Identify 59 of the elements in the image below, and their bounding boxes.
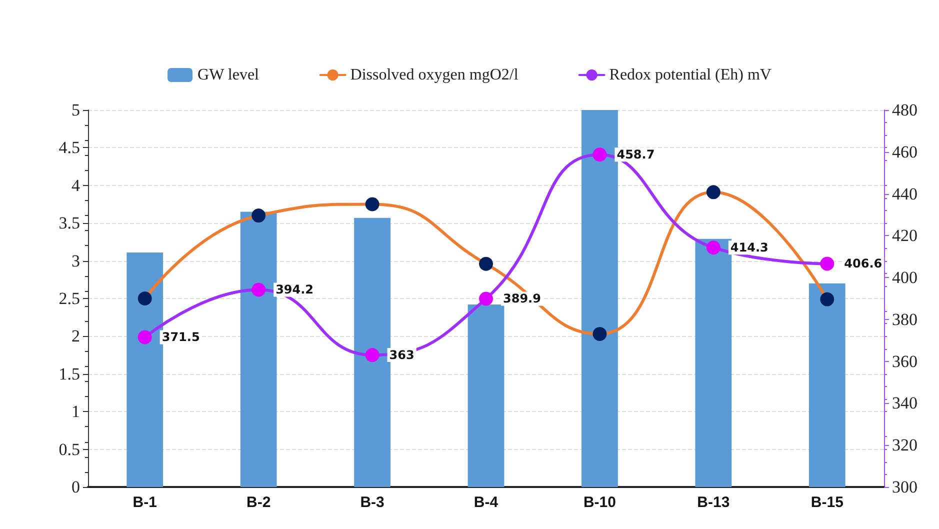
bar <box>808 283 846 487</box>
point <box>706 185 720 200</box>
point <box>592 326 607 341</box>
x-tick-label: B-15 <box>810 494 844 511</box>
y-tick-label: 0 <box>72 478 80 496</box>
point <box>479 256 493 271</box>
y2-tick-label: 320 <box>892 436 918 455</box>
data-label: 371.5 <box>162 330 200 344</box>
point <box>252 282 266 297</box>
x-tick-label: B-13 <box>697 494 730 511</box>
legend-label: Redox potential (Eh) mV <box>609 66 772 84</box>
x-tick-label: B-1 <box>132 494 157 511</box>
x-tick-label: B-2 <box>246 494 271 511</box>
point <box>592 148 607 162</box>
y-tick-label: 1.5 <box>58 364 80 384</box>
data-label: 414.3 <box>730 240 768 255</box>
x-tick-label: B-3 <box>360 494 384 511</box>
bar <box>240 212 277 487</box>
legend-label: Dissolved oxygen mgO2/l <box>350 66 519 84</box>
point <box>252 208 266 223</box>
x-tick-label: B-10 <box>583 494 616 511</box>
point <box>820 256 834 271</box>
y-tick-label: 2 <box>72 326 80 346</box>
y2-tick-label: 340 <box>892 394 918 413</box>
y-tick-label: 1 <box>72 402 80 422</box>
y-tick-label: 4 <box>72 176 80 195</box>
y2-tick-label: 480 <box>892 100 918 120</box>
bar <box>354 218 390 487</box>
y2-tick-label: 420 <box>892 226 918 246</box>
y2-tick-label: 440 <box>892 184 918 204</box>
data-label: 406.6 <box>844 256 882 271</box>
bar <box>695 238 732 487</box>
y2-tick-label: 380 <box>892 310 918 329</box>
point <box>706 240 720 255</box>
data-label: 394.2 <box>276 282 314 297</box>
bar <box>582 110 618 487</box>
point <box>138 330 152 344</box>
legend-label: GW level <box>198 66 260 84</box>
y2-tick-label: 400 <box>892 268 918 288</box>
point <box>365 348 380 362</box>
point <box>365 197 380 212</box>
y-tick-label: 2.5 <box>58 289 80 308</box>
data-label: 458.7 <box>616 148 655 162</box>
point <box>138 292 152 306</box>
point <box>479 292 493 306</box>
y-tick-label: 4.5 <box>58 138 80 158</box>
y-tick-label: 5 <box>72 100 80 120</box>
y-tick-label: 3 <box>72 251 80 270</box>
bar <box>468 304 504 487</box>
y2-tick-label: 300 <box>892 478 918 496</box>
y2-tick-label: 460 <box>892 142 918 162</box>
data-label: 363 <box>389 348 414 362</box>
data-label: 389.9 <box>503 292 541 306</box>
y-tick-label: 3.5 <box>58 214 80 233</box>
point <box>820 292 834 306</box>
bar <box>126 252 164 487</box>
y2-tick-label: 360 <box>892 352 918 371</box>
x-tick-label: B-4 <box>474 494 499 511</box>
y-tick-label: 0.5 <box>58 440 80 459</box>
